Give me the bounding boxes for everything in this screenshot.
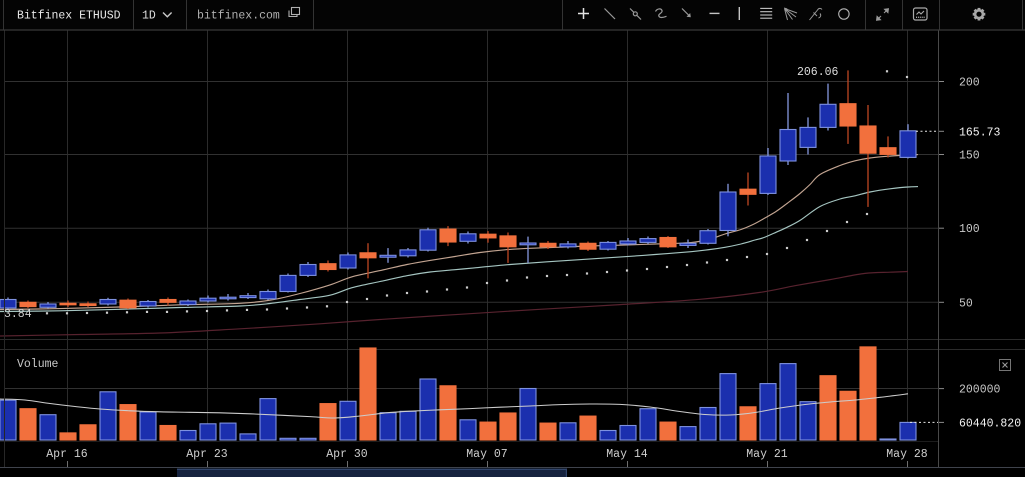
svg-text:May 14: May 14 [606,448,648,461]
svg-text:100: 100 [959,223,980,236]
svg-text:3.84: 3.84 [4,308,32,321]
svg-text:Bitfinex ETHUSD: Bitfinex ETHUSD [17,10,121,23]
svg-text:60440.820: 60440.820 [959,417,1021,430]
svg-text:50: 50 [959,297,973,310]
svg-text:206.06: 206.06 [797,66,839,79]
svg-text:May 28: May 28 [886,448,928,461]
svg-text:May 21: May 21 [746,448,788,461]
svg-text:200: 200 [959,77,980,90]
svg-text:200000: 200000 [959,384,1001,397]
svg-text:165.73: 165.73 [959,126,1001,139]
svg-text:May 07: May 07 [466,448,507,461]
svg-text:Volume: Volume [17,358,59,371]
svg-text:150: 150 [959,150,980,163]
svg-text:1D: 1D [142,10,156,23]
svg-text:Apr 16: Apr 16 [46,448,88,461]
svg-text:Apr 30: Apr 30 [326,448,368,461]
svg-text:Apr 23: Apr 23 [186,448,228,461]
svg-text:bitfinex.com: bitfinex.com [197,10,280,23]
